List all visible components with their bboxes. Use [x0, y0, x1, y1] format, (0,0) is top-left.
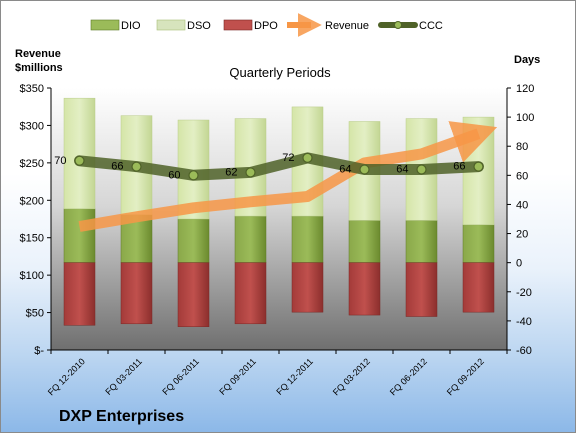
- right-tick-label: 0: [516, 258, 522, 270]
- dpo-bar: [462, 262, 495, 313]
- dio-bar: [462, 224, 495, 263]
- dpo-bar: [177, 262, 210, 327]
- left-axis-title-line2: $millions: [15, 62, 63, 74]
- right-tick-label: -20: [516, 287, 532, 299]
- dio-bar: [177, 218, 210, 263]
- dio-bar: [291, 215, 324, 263]
- right-axis-title: Days: [514, 54, 540, 66]
- left-tick-label: $50: [26, 308, 44, 320]
- x-tick-label: FQ 09-2011: [217, 356, 258, 397]
- ccc-point: [188, 170, 199, 181]
- legend-label-dio: DIO: [121, 20, 141, 32]
- x-tick-label: FQ 06-2012: [388, 356, 429, 397]
- ccc-point: [473, 161, 484, 172]
- right-tick-label: 120: [516, 83, 534, 95]
- company-name: DXP Enterprises: [59, 408, 184, 425]
- ccc-data-label: 64: [339, 164, 351, 176]
- legend-swatch-dpo: [223, 19, 253, 31]
- dio-bar: [234, 215, 267, 263]
- legend-swatch-ccc-marker: [394, 21, 402, 29]
- right-tick-label: -60: [516, 345, 532, 357]
- dio-bar: [348, 220, 381, 263]
- dpo-bar: [291, 262, 324, 313]
- dpo-bar: [63, 262, 96, 326]
- legend-label-dso: DSO: [187, 20, 211, 32]
- right-tick-label: 40: [516, 199, 528, 211]
- right-tick-label: 60: [516, 170, 528, 182]
- x-tick-label: FQ 03-2011: [103, 356, 144, 397]
- legend-swatch-dso: [156, 19, 186, 31]
- dio-bar: [63, 208, 96, 263]
- revenue-line: [78, 121, 498, 232]
- right-tick-label: 20: [516, 229, 528, 241]
- left-axis-title-line1: Revenue: [15, 48, 61, 60]
- left-tick-label: $300: [20, 120, 44, 132]
- ccc-point: [416, 164, 427, 175]
- ccc-data-label: 66: [111, 161, 123, 173]
- left-tick-label: $100: [20, 270, 44, 282]
- ccc-point: [302, 152, 313, 163]
- dpo-bar: [348, 262, 381, 316]
- x-tick-label: FQ 06-2011: [160, 356, 201, 397]
- left-tick-label: $150: [20, 233, 44, 245]
- ccc-data-label: 70: [54, 155, 66, 167]
- ccc-line: [74, 152, 484, 181]
- ccc-data-label: 66: [453, 161, 465, 173]
- right-tick-label: -40: [516, 316, 532, 328]
- ccc-data-label: 64: [396, 164, 408, 176]
- dpo-bar: [405, 262, 438, 317]
- ccc-data-label: 72: [282, 152, 294, 164]
- x-tick-label: FQ 03-2012: [331, 356, 372, 397]
- left-tick-label: $-: [34, 345, 44, 357]
- dpo-bar: [120, 262, 153, 325]
- left-tick-label: $250: [20, 158, 44, 170]
- ccc-point: [131, 161, 142, 172]
- legend-label-dpo: DPO: [254, 20, 278, 32]
- right-tick-label: 80: [516, 141, 528, 153]
- legend-swatch-dio: [90, 19, 120, 31]
- ccc-data-label: 60: [168, 169, 180, 181]
- ccc-point: [245, 167, 256, 178]
- legend-label-ccc: CCC: [419, 20, 443, 32]
- right-tick-label: 100: [516, 112, 534, 124]
- legend-label-revenue: Revenue: [325, 20, 369, 32]
- ccc-data-label: 62: [225, 166, 237, 178]
- x-tick-label: FQ 09-2012: [445, 356, 486, 397]
- ccc-point: [359, 164, 370, 175]
- x-tick-label: FQ 12-2010: [46, 356, 87, 397]
- ccc-point: [74, 155, 85, 166]
- dpo-bar: [234, 262, 267, 325]
- x-tick-label: FQ 12-2011: [274, 356, 315, 397]
- dio-bar: [405, 220, 438, 263]
- left-tick-label: $350: [20, 83, 44, 95]
- left-tick-label: $200: [20, 195, 44, 207]
- chart-subtitle: Quarterly Periods: [229, 65, 331, 80]
- dso-bar: [63, 97, 96, 210]
